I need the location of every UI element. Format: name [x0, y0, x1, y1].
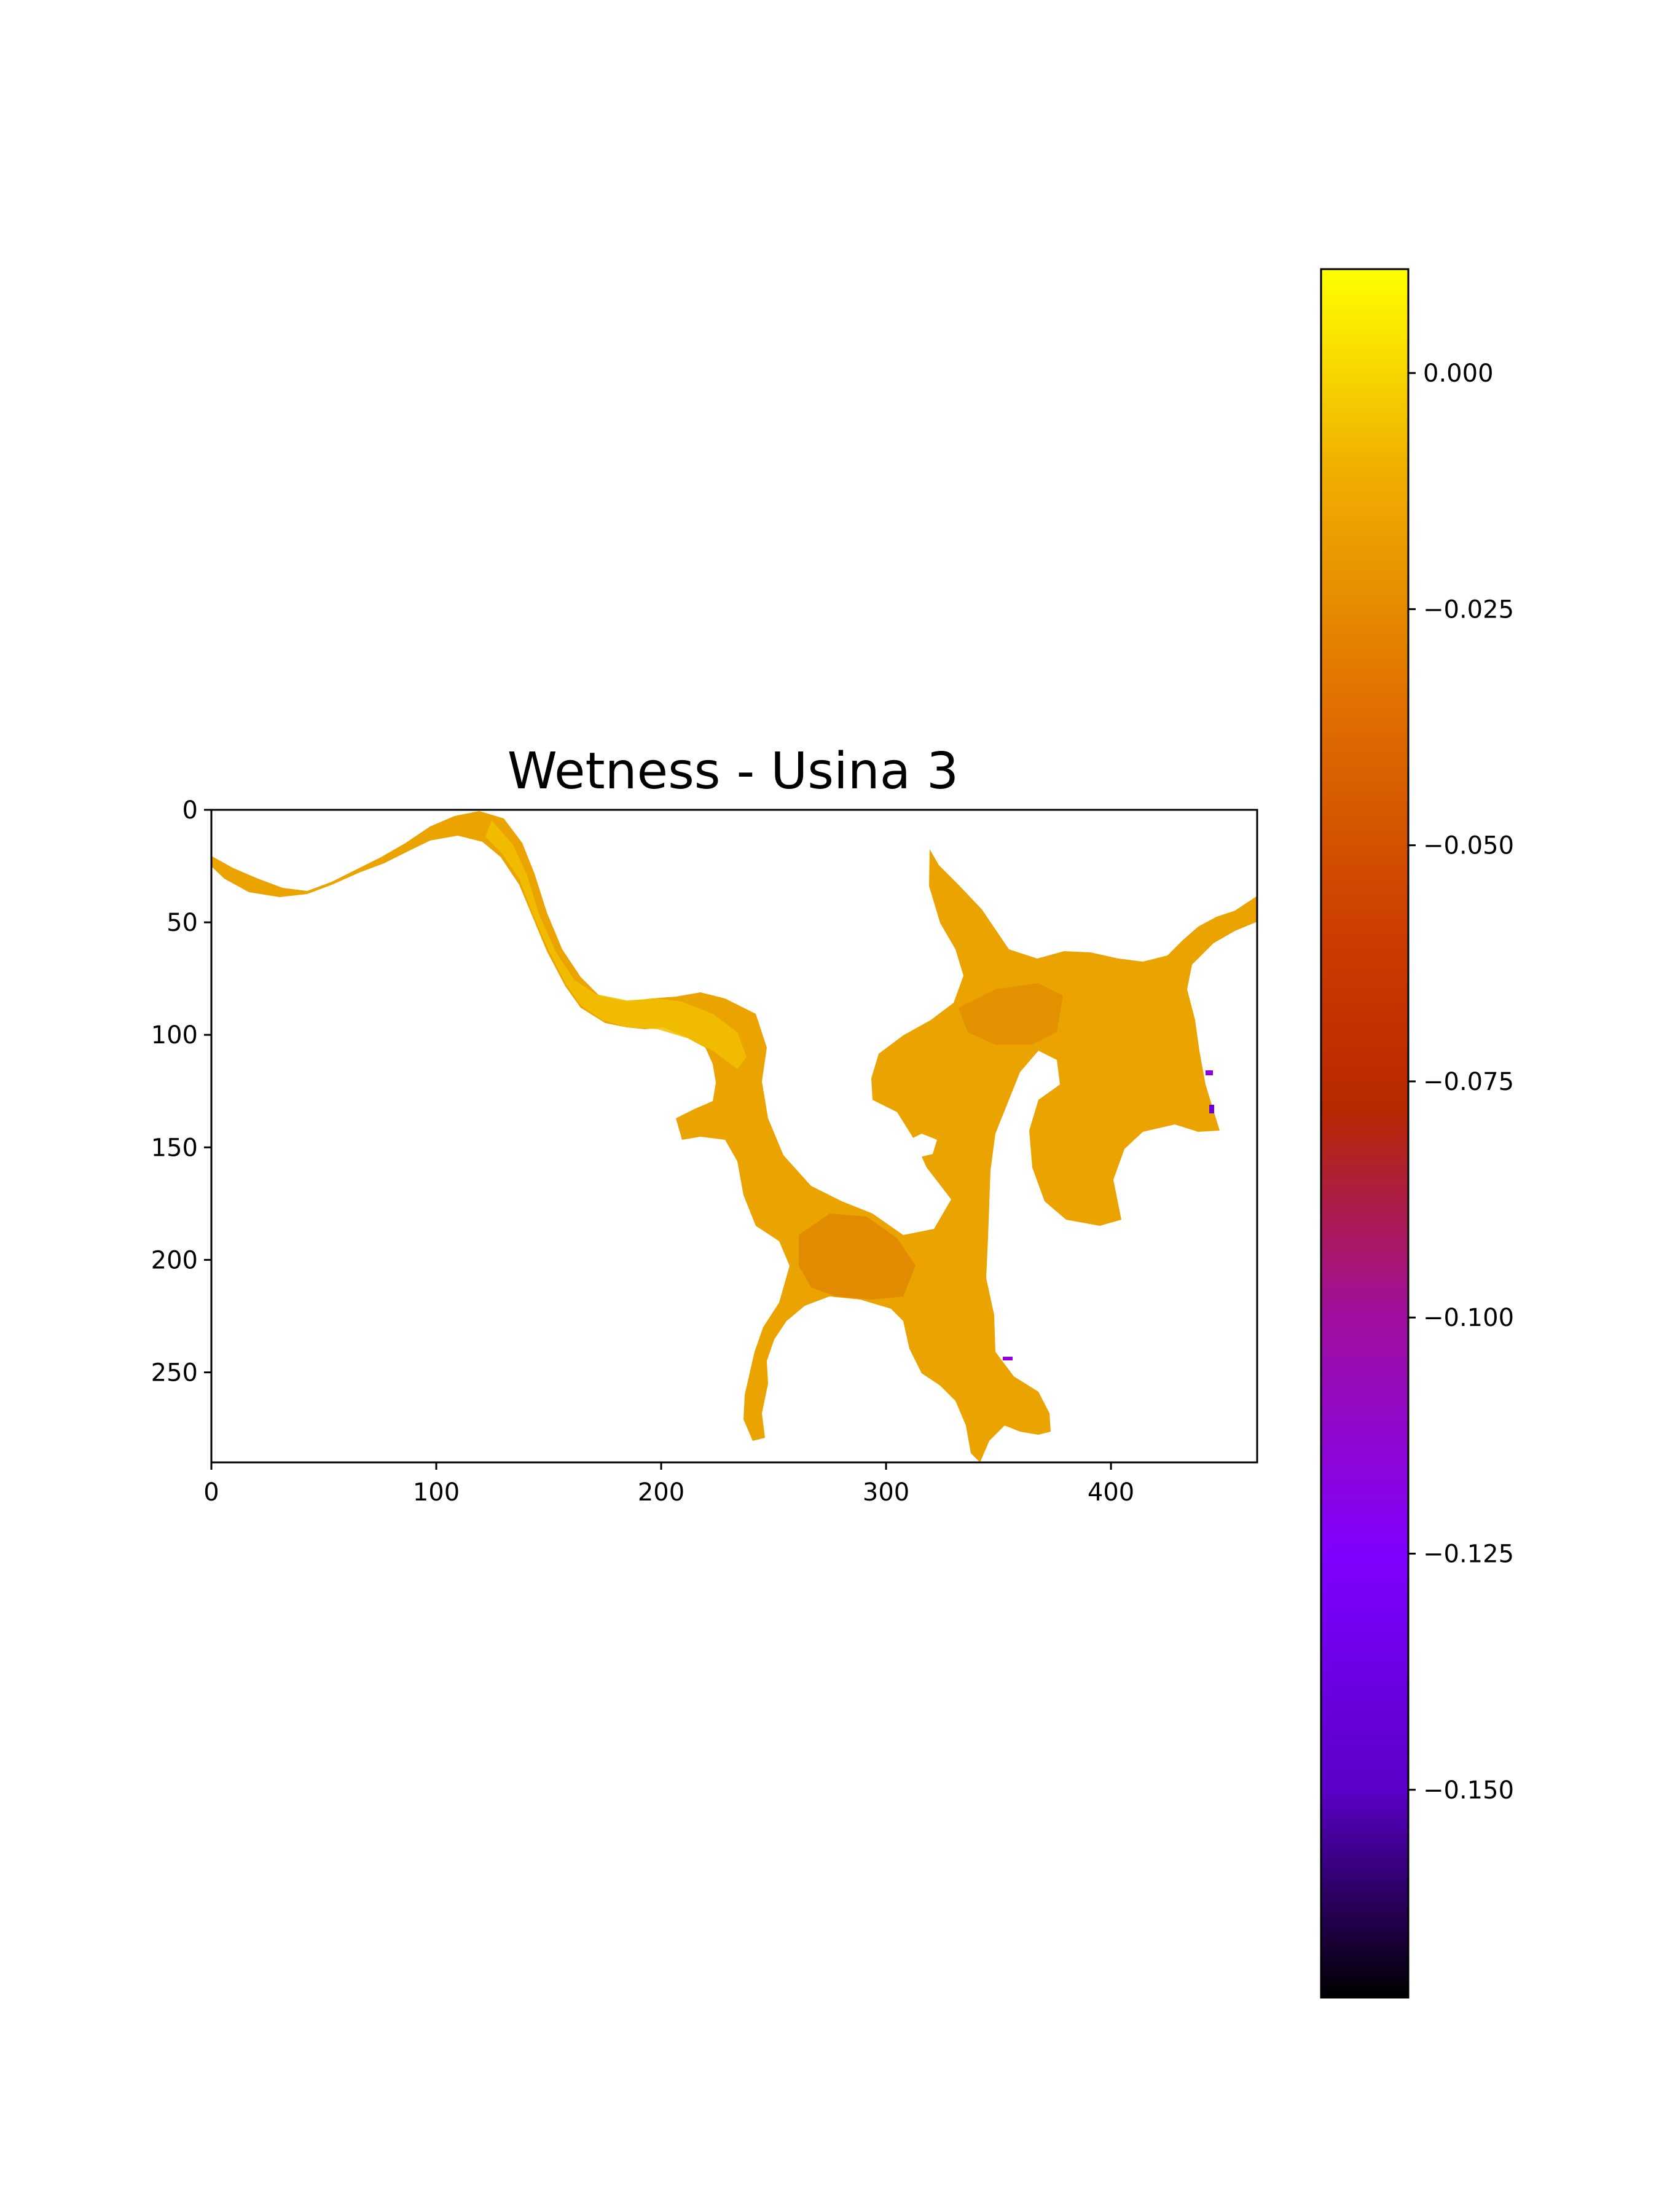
- x-tick-label: 0: [203, 1478, 219, 1507]
- y-tick-label: 100: [151, 1021, 198, 1049]
- outlier-pixel: [1209, 1105, 1214, 1113]
- colorbar-tick-label: −0.125: [1423, 1540, 1514, 1569]
- colorbar-gradient: [1320, 268, 1410, 1999]
- outlier-pixel: [1206, 1070, 1213, 1075]
- y-tick-label: 50: [167, 909, 198, 937]
- river-light-section: [485, 820, 747, 1069]
- y-tick-label: 250: [151, 1359, 198, 1387]
- plot-area: [211, 811, 1257, 1462]
- x-tick-label: 200: [638, 1478, 684, 1507]
- colorbar-tick-label: −0.100: [1423, 1304, 1514, 1332]
- x-tick-label: 400: [1088, 1478, 1134, 1507]
- y-tick-label: 0: [182, 796, 198, 825]
- reservoir-dark-section: [799, 1214, 916, 1300]
- x-tick-label: 300: [863, 1478, 909, 1507]
- y-tick-label: 200: [151, 1246, 198, 1274]
- colorbar-tick-label: −0.050: [1423, 832, 1514, 860]
- chart-title: Wetness - Usina 3: [508, 742, 959, 801]
- colorbar-tick-label: −0.025: [1423, 595, 1514, 624]
- y-axis: 0 50 100 150 200 250: [151, 796, 211, 1387]
- x-tick-label: 100: [413, 1478, 460, 1507]
- colorbar-tick-label: −0.075: [1423, 1068, 1514, 1096]
- island-gap: [903, 1134, 937, 1158]
- plot-frame: [210, 809, 1258, 1464]
- colorbar-tick-label: 0.000: [1423, 359, 1494, 388]
- reservoir-region: [211, 811, 1257, 1462]
- colorbar-ticks: 0.000 −0.025 −0.050 −0.075 −0.100 −0.125 −0.15…: [1408, 359, 1514, 1805]
- colorbar: 0.000 −0.025 −0.050 −0.075 −0.100 −0.125 −0.15…: [1320, 268, 1514, 1999]
- x-axis: 0 100 200 300 400: [203, 1462, 1134, 1507]
- y-tick-label: 150: [151, 1134, 198, 1162]
- colorbar-tick-label: −0.150: [1423, 1776, 1514, 1805]
- reservoir-dark-section-2: [959, 983, 1063, 1045]
- outlier-pixel: [1003, 1357, 1013, 1360]
